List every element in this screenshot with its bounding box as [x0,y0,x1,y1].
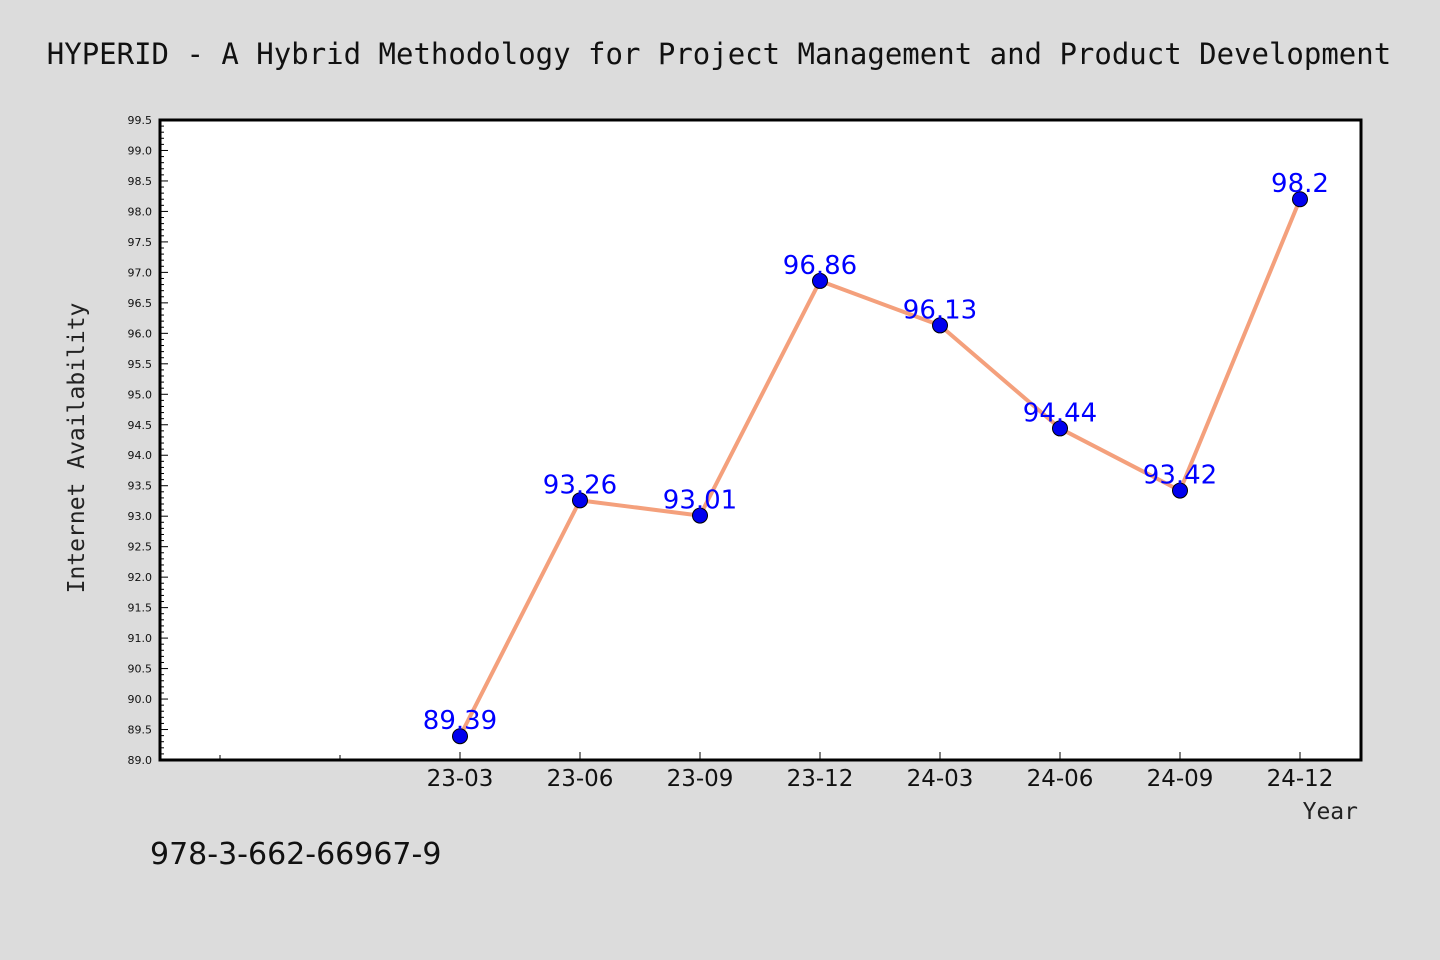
chart-title: HYPERID - A Hybrid Methodology for Proje… [47,37,1391,71]
x-tick-label: 23-09 [667,766,734,792]
x-tick-label: 24-06 [1027,766,1094,792]
data-point [692,507,708,524]
data-point [1052,420,1068,437]
data-point [1172,482,1188,499]
data-label: 93.01 [663,486,737,516]
data-label: 93.42 [1143,461,1217,491]
y-tick-label: 93.0 [128,510,153,523]
y-tick-label: 98.5 [128,175,153,188]
x-tick-label: 24-09 [1147,766,1214,792]
series-line [458,198,1302,738]
y-tick-label: 90.5 [128,663,153,676]
y-tick-label: 90.0 [128,693,153,706]
x-tick-label: 23-03 [427,766,494,792]
x-axis-label: Year [1303,799,1358,825]
y-tick-label: 92.0 [128,571,153,584]
data-point [452,728,468,745]
y-tick-label: 94.5 [128,419,153,432]
isbn-text: 978-3-662-66967-9 [150,837,441,872]
data-point [812,272,828,289]
data-label: 96.86 [783,251,857,281]
series-layer: 89.39 93.26 93.01 96.86 96.13 94.44 93.42 98.2 [423,169,1329,745]
data-label: 98.2 [1271,169,1329,199]
y-tick-label: 95.5 [128,358,153,371]
y-tick-label: 94.0 [128,449,153,462]
y-tick-label: 98.0 [128,205,153,218]
y-tick-label: 95.0 [128,388,153,401]
data-label: 96.13 [903,295,977,325]
y-tick-label: 91.0 [128,632,153,645]
y-tick-label: 97.0 [128,266,153,279]
y-tick-label: 99.5 [128,114,153,127]
data-label: 93.26 [543,470,617,500]
y-tick-label: 93.5 [128,480,153,493]
y-tick-label: 96.0 [128,327,153,340]
y-axis-label: Internet Availability [64,303,90,594]
y-axis: 89.0 89.5 90.0 90.5 91.0 91.5 92.0 92.5 93.0 93.5… [128,114,168,767]
data-label: 89.39 [423,706,497,736]
y-tick-label: 89.0 [128,754,153,767]
data-point [932,317,948,334]
data-point [572,492,588,509]
y-tick-label: 92.5 [128,541,153,554]
y-tick-label: 99.0 [128,144,153,157]
x-tick-label: 24-03 [907,766,974,792]
plot-area [158,118,1363,762]
x-tick-label: 24-12 [1267,766,1334,792]
y-tick-label: 91.5 [128,602,153,615]
x-tick-label: 23-12 [787,766,854,792]
data-label: 94.44 [1023,398,1097,428]
y-tick-label: 97.5 [128,236,153,249]
y-tick-label: 96.5 [128,297,153,310]
x-tick-label: 23-06 [547,766,614,792]
data-point [1292,191,1308,208]
x-axis: 23-03 23-06 23-09 23-12 24-03 24-06 24-09 24-12 [219,752,1334,792]
y-tick-label: 89.5 [128,724,153,737]
